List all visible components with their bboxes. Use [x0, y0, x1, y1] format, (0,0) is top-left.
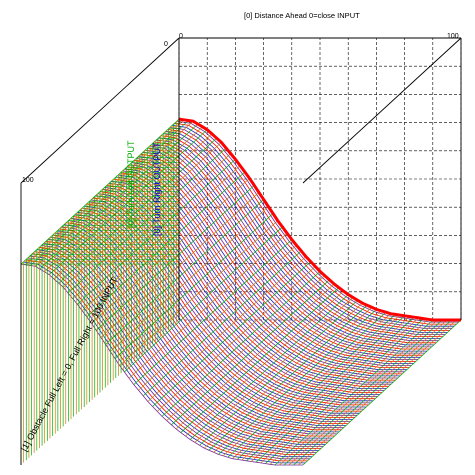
- surface-depth-line: [293, 319, 452, 466]
- surface-depth-line: [241, 314, 401, 461]
- surface-depth-line: [298, 319, 457, 466]
- surface-mesh: [20, 117, 462, 466]
- surface-depth-line: [180, 287, 340, 433]
- surface-depth-line: [142, 250, 302, 397]
- surface-curve: [156, 139, 439, 342]
- surface-depth-line: [222, 310, 382, 457]
- surface-curve: [142, 151, 425, 354]
- surface-depth-line: [124, 226, 283, 373]
- tick-label-horizontal-100: 100: [447, 33, 459, 40]
- surface-depth-line: [157, 266, 316, 412]
- surface-depth-line: [138, 245, 297, 391]
- surface-depth-line: [269, 319, 429, 465]
- surface-depth-line: [255, 316, 415, 463]
- surface-depth-line: [147, 256, 307, 402]
- surface-depth-line: [288, 319, 448, 466]
- surface-curve: [20, 263, 303, 466]
- surface-top-edge: [178, 117, 461, 322]
- surface-depth-line: [199, 300, 358, 446]
- surface-depth-line: [161, 271, 321, 417]
- surface-depth-line: [236, 314, 396, 460]
- surface-curve: [120, 172, 403, 375]
- surface-depth-line: [260, 317, 419, 464]
- surface-depth-line: [218, 309, 377, 455]
- surface-depth-line: [133, 239, 293, 385]
- surface-depth-line: [95, 185, 255, 331]
- surface-depth-line: [194, 297, 354, 443]
- surface-depth-line: [175, 283, 335, 430]
- surface-curve: [129, 164, 412, 366]
- vertical-axis-label-turn-right: [0] Turn Right OUTPUT: [152, 142, 162, 236]
- surface-depth-line: [232, 313, 391, 459]
- surface-depth-line: [189, 294, 349, 440]
- surface-depth-line: [274, 319, 434, 466]
- surface-depth-line: [246, 315, 405, 462]
- surface-curve: [165, 131, 448, 333]
- surface-curve: [163, 133, 446, 335]
- surface-depth-line: [128, 233, 288, 379]
- surface-depth-line: [114, 213, 274, 359]
- tick-label-depth-0: 0: [164, 41, 168, 48]
- surface-curve: [145, 149, 428, 352]
- surface-depth-line: [58, 137, 217, 284]
- surface-depth-line: [251, 316, 410, 462]
- surface-depth-line: [171, 279, 330, 426]
- surface-curve: [104, 187, 387, 389]
- chart-title: [0] Distance Ahead 0=close INPUT: [244, 11, 360, 20]
- surface-depth-line: [53, 133, 213, 280]
- surface-curve: [169, 127, 452, 329]
- surface-depth-line: [152, 261, 311, 407]
- surface-depth-line: [302, 319, 462, 466]
- surface-curve: [167, 129, 450, 331]
- surface-depth-line: [77, 159, 236, 305]
- frame-edge: [302, 37, 462, 184]
- surface-curve: [127, 166, 410, 368]
- surface-depth-line: [166, 275, 325, 421]
- surface-curve: [138, 156, 421, 358]
- surface-depth-line: [34, 120, 194, 267]
- surface-depth-line: [81, 165, 241, 311]
- surface-depth-line: [30, 120, 189, 266]
- surface-curve: [149, 145, 432, 348]
- surface-depth-line: [91, 178, 250, 324]
- surface-curve: [140, 153, 423, 356]
- surface-curve: [160, 135, 443, 337]
- axis-frame: [20, 37, 462, 465]
- vertical-axis-label-turn-left: [0] Turn Left OUTPUT: [126, 140, 136, 228]
- tick-label-horizontal-0: 0: [179, 33, 183, 40]
- surface-depth-line: [119, 220, 278, 366]
- surface-depth-line: [25, 119, 184, 266]
- tick-label-depth-100: 100: [22, 177, 34, 184]
- surface-depth-line: [100, 192, 260, 338]
- surface-depth-line: [265, 318, 424, 464]
- surface-depth-line: [48, 129, 208, 275]
- surface-curve: [174, 122, 457, 325]
- surface-curve: [136, 158, 419, 360]
- frame-edge: [20, 37, 180, 184]
- surface-depth-line: [283, 319, 443, 466]
- surface-depth-line: [213, 307, 372, 453]
- surface-depth-line: [204, 302, 363, 449]
- surface-curve: [158, 137, 441, 339]
- surface-depth-line: [227, 311, 387, 458]
- surface-depth-line: [72, 153, 231, 299]
- surface-curve: [147, 147, 430, 350]
- surface-curve: [172, 124, 455, 327]
- surface-depth-line: [208, 304, 368, 451]
- surface-depth-line: [279, 319, 438, 466]
- surface-depth-line: [185, 290, 344, 437]
